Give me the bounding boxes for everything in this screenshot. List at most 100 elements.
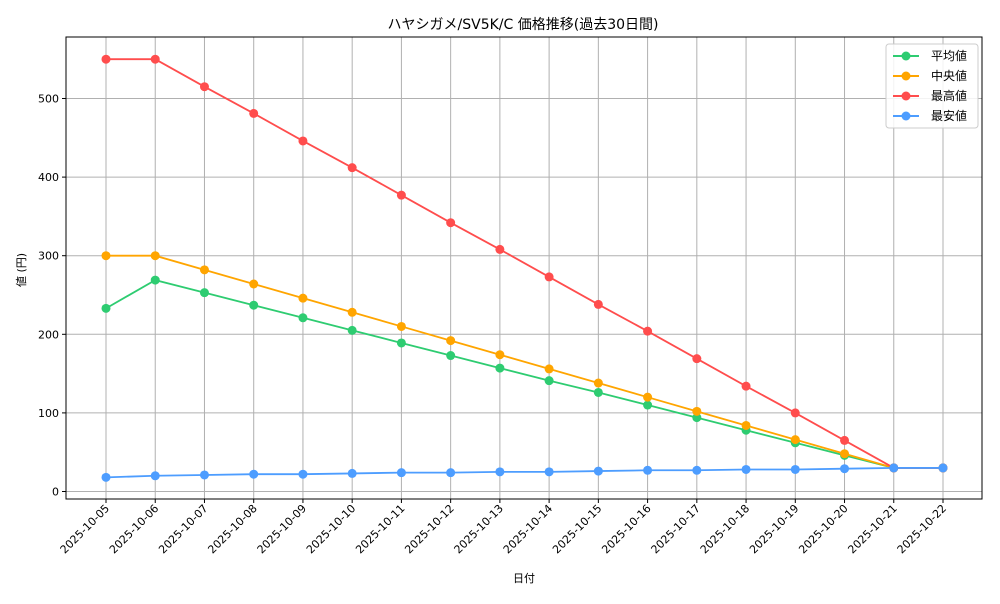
- data-point: [199, 470, 209, 480]
- data-point: [741, 381, 751, 391]
- legend-label: 平均値: [931, 48, 967, 63]
- data-point: [249, 108, 259, 118]
- x-tick-label: 2025-10-06: [107, 502, 161, 556]
- legend-label: 最高値: [931, 88, 967, 103]
- x-tick-label: 2025-10-16: [599, 502, 653, 556]
- data-point: [495, 467, 505, 477]
- x-tick-label: 2025-10-15: [550, 502, 604, 556]
- data-point: [347, 325, 357, 335]
- data-point: [199, 288, 209, 298]
- data-point: [741, 464, 751, 474]
- data-point: [298, 313, 308, 323]
- data-point: [396, 190, 406, 200]
- data-point: [840, 464, 850, 474]
- x-tick-label: 2025-10-05: [58, 502, 112, 556]
- legend-box: [885, 43, 979, 129]
- data-point: [692, 465, 702, 475]
- x-axis-ticks: 2025-10-052025-10-062025-10-072025-10-08…: [58, 499, 949, 556]
- data-point: [643, 326, 653, 336]
- x-tick-label: 2025-10-11: [353, 502, 407, 556]
- data-point: [396, 338, 406, 348]
- x-tick-label: 2025-10-21: [845, 502, 899, 556]
- legend-item: 最高値: [893, 88, 967, 103]
- data-point: [495, 363, 505, 373]
- data-point: [101, 303, 111, 313]
- x-tick-label: 2025-10-19: [747, 502, 801, 556]
- data-point: [544, 272, 554, 282]
- legend-marker-icon: [901, 91, 911, 101]
- data-point: [396, 468, 406, 478]
- legend-marker-icon: [901, 111, 911, 121]
- series-line: [101, 251, 948, 473]
- x-tick-label: 2025-10-20: [796, 502, 850, 556]
- data-point: [643, 392, 653, 402]
- x-tick-label: 2025-10-18: [698, 502, 752, 556]
- legend-marker-icon: [901, 51, 911, 61]
- data-point: [593, 387, 603, 397]
- data-point: [840, 435, 850, 445]
- x-tick-label: 2025-10-13: [452, 502, 506, 556]
- data-point: [495, 244, 505, 254]
- data-point: [593, 378, 603, 388]
- legend-item: 中央値: [893, 68, 967, 83]
- y-tick-label: 500: [38, 93, 59, 106]
- data-point: [347, 163, 357, 173]
- data-point: [446, 351, 456, 361]
- data-point: [150, 251, 160, 261]
- chart-title: ハヤシガメ/SV5K/C 価格推移(過去30日間): [388, 17, 659, 33]
- legend-item: 平均値: [893, 48, 967, 63]
- data-point: [643, 465, 653, 475]
- data-point: [101, 54, 111, 64]
- y-axis-ticks: 0 100 200 300 400 500: [38, 93, 66, 499]
- data-point: [150, 54, 160, 64]
- data-point: [150, 275, 160, 285]
- data-point: [249, 300, 259, 310]
- data-point: [495, 350, 505, 360]
- data-point: [643, 400, 653, 410]
- x-tick-label: 2025-10-14: [501, 502, 555, 556]
- legend-label: 中央値: [931, 68, 967, 83]
- y-tick-label: 100: [38, 407, 59, 420]
- y-tick-label: 0: [52, 486, 59, 499]
- data-point: [101, 472, 111, 482]
- x-axis-label: 日付: [513, 572, 535, 585]
- data-point: [692, 413, 702, 423]
- data-point: [544, 376, 554, 386]
- data-point: [199, 265, 209, 275]
- data-point: [199, 82, 209, 92]
- data-point: [790, 464, 800, 474]
- data-point: [544, 364, 554, 374]
- data-point: [840, 449, 850, 459]
- data-point: [692, 406, 702, 416]
- legend-item: 最安値: [893, 108, 967, 123]
- data-point: [101, 251, 111, 261]
- data-point: [446, 468, 456, 478]
- x-tick-label: 2025-10-08: [205, 502, 259, 556]
- y-tick-label: 400: [38, 171, 59, 184]
- data-point: [889, 463, 899, 473]
- data-point: [298, 293, 308, 303]
- data-point: [692, 354, 702, 364]
- data-point: [347, 468, 357, 478]
- grid-lines: [66, 37, 982, 499]
- data-point: [938, 463, 948, 473]
- data-point: [396, 321, 406, 331]
- series-line: [101, 275, 948, 473]
- y-tick-label: 300: [38, 250, 59, 263]
- data-point: [790, 435, 800, 445]
- data-point: [446, 218, 456, 228]
- x-tick-label: 2025-10-22: [895, 502, 949, 556]
- series-layer: [101, 54, 948, 482]
- data-point: [249, 279, 259, 289]
- data-point: [790, 408, 800, 418]
- y-tick-label: 200: [38, 328, 59, 341]
- data-point: [249, 469, 259, 479]
- series-line: [101, 463, 948, 482]
- data-point: [544, 467, 554, 477]
- data-point: [347, 307, 357, 317]
- x-tick-label: 2025-10-12: [402, 502, 456, 556]
- legend-marker-icon: [901, 71, 911, 81]
